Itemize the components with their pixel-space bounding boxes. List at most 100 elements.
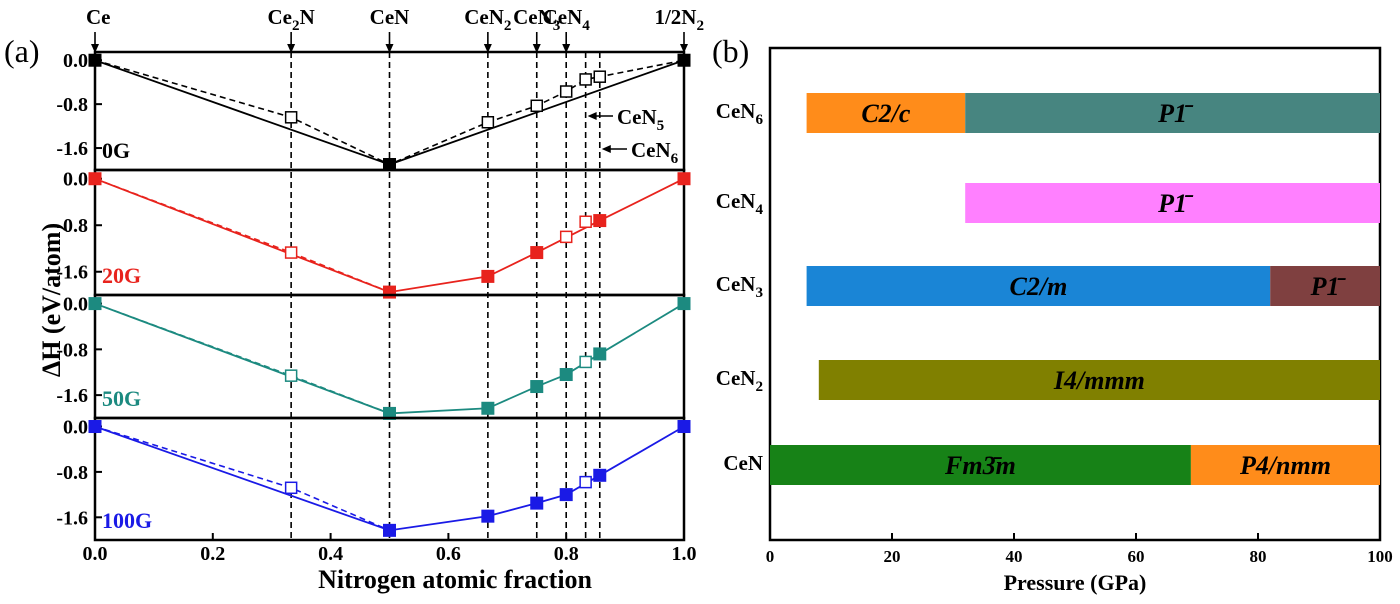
panel-a-ylabel: ΔH (eV/atom) xyxy=(37,223,66,377)
series-label: 100G xyxy=(102,508,152,533)
stable-point xyxy=(677,53,691,67)
stable-point xyxy=(677,297,691,311)
y-tick-label: 0.0 xyxy=(63,169,88,191)
metastable-point xyxy=(579,73,592,86)
annotation-label: CeN5 xyxy=(617,105,664,134)
stable-point xyxy=(593,214,607,228)
panel-a-xlabel: Nitrogen atomic fraction xyxy=(318,565,592,594)
phase-label: P4/nmm xyxy=(1239,451,1331,480)
y-tick-label: -0.8 xyxy=(56,462,88,484)
stable-point xyxy=(530,380,544,394)
composition-label: Ce xyxy=(86,5,111,29)
x-tick-label: 40 xyxy=(1006,547,1023,566)
series-label: 0G xyxy=(102,138,130,163)
annotation-arrow-head xyxy=(587,112,597,120)
composition-label: CeN xyxy=(370,5,410,29)
stable-point xyxy=(481,509,495,523)
stable-point xyxy=(677,172,691,186)
label-arrow-head xyxy=(287,44,296,53)
phase-bar xyxy=(965,93,1380,133)
phase-bar xyxy=(806,266,1271,306)
metastable-point xyxy=(284,369,298,382)
stable-point xyxy=(559,488,573,502)
composition-label: Ce2N xyxy=(268,5,315,34)
stable-point xyxy=(88,297,102,311)
phase-label: C2/c xyxy=(861,99,911,128)
metastable-point xyxy=(593,70,607,83)
metastable-point xyxy=(559,230,573,244)
convex-hull-line xyxy=(94,177,685,294)
x-tick-label: 100 xyxy=(1367,547,1393,566)
composition-label: CeN2 xyxy=(464,5,511,34)
y-tick-label: 0.0 xyxy=(63,417,88,439)
annotation-label: CeN6 xyxy=(631,138,679,167)
subpanel-frame xyxy=(93,416,686,542)
y-tick-label: -1.6 xyxy=(56,507,88,529)
phase-label: I4/mmm xyxy=(1053,366,1145,395)
stable-point xyxy=(383,406,396,420)
stable-point xyxy=(677,420,691,434)
panel-a-formation-enthalpy: (a) Nitrogen atomic fraction ΔH (eV/atom… xyxy=(4,5,704,594)
compound-label: CeN xyxy=(723,451,763,475)
label-arrow-head xyxy=(483,44,492,53)
composition-label: CeN4 xyxy=(543,5,591,34)
metastable-point xyxy=(579,355,592,369)
stable-point xyxy=(88,53,102,67)
x-tick-label: 0.4 xyxy=(318,543,343,565)
phase-bar xyxy=(770,445,1191,485)
metastable-point xyxy=(284,111,298,124)
phase-bar xyxy=(818,360,1380,400)
metastable-point xyxy=(530,99,543,113)
stable-point xyxy=(481,269,495,283)
panel-b-xlabel: Pressure (GPa) xyxy=(1004,570,1147,595)
compound-label: CeN4 xyxy=(716,189,764,218)
metastable-point xyxy=(559,85,573,98)
label-arrow-head xyxy=(91,44,99,53)
stable-point xyxy=(530,246,544,260)
metastable-point xyxy=(481,116,495,129)
x-tick-label: 1.0 xyxy=(672,543,697,565)
panel-a-letter: (a) xyxy=(4,33,40,69)
stable-point xyxy=(383,158,396,172)
y-tick-label: -0.8 xyxy=(56,94,88,116)
panel-b-letter: (b) xyxy=(712,33,749,69)
x-tick-label: 0.2 xyxy=(200,543,225,565)
phase-label: Fm3̄m xyxy=(944,451,1016,480)
y-tick-label: -0.8 xyxy=(56,215,88,237)
stable-point xyxy=(88,420,102,434)
x-tick-label: 0.0 xyxy=(83,543,108,565)
y-tick-label: -1.6 xyxy=(56,138,88,160)
stable-point xyxy=(383,285,396,299)
label-arrow-head xyxy=(562,44,571,53)
compound-label: CeN6 xyxy=(716,99,764,128)
x-tick-label: 80 xyxy=(1250,547,1267,566)
x-tick-label: 0.8 xyxy=(554,543,579,565)
phase-bar xyxy=(1190,445,1380,485)
stable-point xyxy=(88,172,102,186)
label-arrow-head xyxy=(680,44,688,53)
x-tick-label: 60 xyxy=(1128,547,1145,566)
y-tick-label: -0.8 xyxy=(56,339,88,361)
series-label: 50G xyxy=(102,386,141,411)
compound-label: CeN3 xyxy=(716,272,764,301)
phase-label: C2/m xyxy=(1010,272,1068,301)
x-tick-label: 20 xyxy=(884,547,901,566)
phase-bar xyxy=(965,183,1380,223)
x-tick-label: 0 xyxy=(766,547,775,566)
label-arrow-head xyxy=(532,44,541,53)
y-tick-label: -1.6 xyxy=(56,262,88,284)
stable-point xyxy=(593,468,607,482)
y-tick-label: -1.6 xyxy=(56,385,88,407)
x-tick-label: 0.6 xyxy=(436,543,461,565)
composition-label: CeN3 xyxy=(513,5,561,34)
panel-b-phase-diagram: (b) Pressure (GPa) C2/c P1̄CeN6P1̄CeN4C2/… xyxy=(712,33,1393,595)
stable-point xyxy=(593,347,607,361)
stable-point xyxy=(530,496,544,510)
stable-point xyxy=(383,523,396,537)
y-tick-label: 0.0 xyxy=(63,294,88,316)
label-arrow-head xyxy=(385,44,394,53)
y-tick-label: 0.0 xyxy=(63,50,88,72)
composition-label: 1/2N2 xyxy=(654,5,704,34)
metastable-point xyxy=(579,215,592,228)
